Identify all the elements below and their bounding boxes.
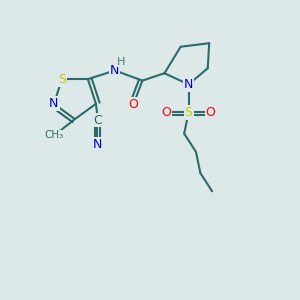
Text: CH₃: CH₃ [44,130,63,140]
Text: C: C [93,113,102,127]
Text: N: N [49,97,58,110]
Text: O: O [206,106,216,119]
Text: S: S [184,106,193,119]
Text: N: N [184,78,193,91]
Text: N: N [93,138,102,151]
Text: O: O [129,98,139,111]
Text: S: S [58,73,66,85]
Text: O: O [162,106,172,119]
Text: N: N [110,64,119,77]
Text: H: H [117,57,125,67]
